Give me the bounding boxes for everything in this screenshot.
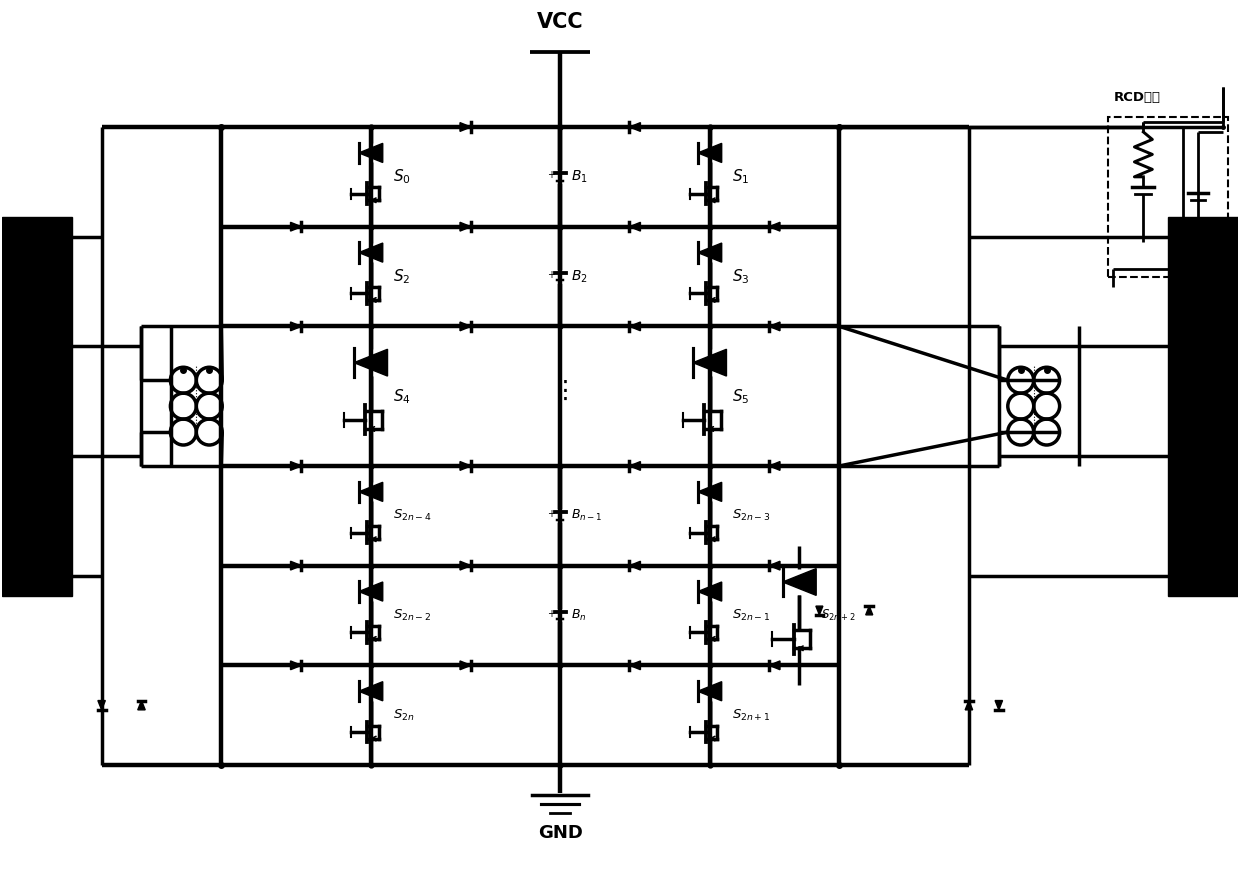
Polygon shape — [769, 661, 780, 669]
Text: $S_{5}$: $S_{5}$ — [732, 387, 749, 406]
Polygon shape — [816, 606, 823, 615]
Text: RCD电路: RCD电路 — [1114, 90, 1161, 104]
Polygon shape — [630, 661, 640, 669]
Polygon shape — [630, 561, 640, 570]
Text: GND: GND — [538, 823, 583, 842]
Polygon shape — [693, 349, 727, 376]
Polygon shape — [769, 461, 780, 470]
Polygon shape — [994, 701, 1003, 710]
Text: $S_{2n-2}$: $S_{2n-2}$ — [393, 607, 432, 623]
Polygon shape — [290, 461, 301, 470]
Polygon shape — [460, 561, 471, 570]
Polygon shape — [98, 701, 105, 710]
Text: $S_{2n+1}$: $S_{2n+1}$ — [732, 708, 770, 723]
Polygon shape — [782, 569, 816, 595]
Polygon shape — [358, 582, 383, 601]
Bar — [2, 217, 72, 596]
Text: $\vdots$: $\vdots$ — [552, 379, 568, 403]
Text: $+$: $+$ — [547, 269, 556, 280]
Text: $S_{0}$: $S_{0}$ — [393, 168, 410, 186]
Polygon shape — [290, 661, 301, 669]
Text: $B_{2}$: $B_{2}$ — [572, 268, 588, 285]
Text: VCC: VCC — [537, 13, 584, 32]
Polygon shape — [358, 243, 383, 263]
Text: $+$: $+$ — [547, 608, 556, 619]
Text: $S_{4}$: $S_{4}$ — [393, 387, 410, 406]
Text: $+$: $+$ — [547, 169, 556, 180]
Polygon shape — [460, 461, 471, 470]
Text: $S_{2n+2}$: $S_{2n+2}$ — [821, 607, 856, 623]
Polygon shape — [698, 582, 722, 601]
Polygon shape — [769, 561, 780, 570]
Polygon shape — [358, 482, 383, 502]
Polygon shape — [1179, 242, 1187, 252]
Polygon shape — [358, 682, 383, 701]
Polygon shape — [460, 123, 471, 132]
Text: $S_{3}$: $S_{3}$ — [732, 267, 749, 286]
Polygon shape — [698, 682, 722, 701]
Polygon shape — [460, 661, 471, 669]
Polygon shape — [769, 322, 780, 331]
Bar — [1168, 217, 1238, 596]
Polygon shape — [290, 322, 301, 331]
Text: $S_{2}$: $S_{2}$ — [393, 267, 410, 286]
Text: $B_{1}$: $B_{1}$ — [572, 168, 588, 185]
Text: $S_{2n-4}$: $S_{2n-4}$ — [393, 508, 432, 523]
Text: $B_{n-1}$: $B_{n-1}$ — [572, 508, 603, 523]
Text: $+$: $+$ — [547, 508, 556, 520]
Polygon shape — [698, 482, 722, 502]
Polygon shape — [460, 222, 471, 231]
Bar — [1109, 117, 1228, 277]
Polygon shape — [355, 349, 388, 376]
Polygon shape — [630, 461, 640, 470]
Text: $S_{1}$: $S_{1}$ — [732, 168, 749, 186]
Polygon shape — [698, 143, 722, 162]
Polygon shape — [965, 701, 972, 710]
Polygon shape — [698, 243, 722, 263]
Polygon shape — [866, 606, 873, 615]
Polygon shape — [358, 143, 383, 162]
Polygon shape — [769, 222, 780, 231]
Text: $S_{2n-1}$: $S_{2n-1}$ — [732, 607, 770, 623]
Polygon shape — [630, 222, 640, 231]
Text: $B_{n}$: $B_{n}$ — [572, 607, 587, 623]
Polygon shape — [290, 561, 301, 570]
Text: $S_{2n-3}$: $S_{2n-3}$ — [732, 508, 770, 523]
Polygon shape — [630, 322, 640, 331]
Text: $S_{2n}$: $S_{2n}$ — [393, 708, 414, 723]
Polygon shape — [290, 222, 301, 231]
Polygon shape — [138, 701, 145, 710]
Polygon shape — [630, 123, 640, 132]
Polygon shape — [460, 322, 471, 331]
